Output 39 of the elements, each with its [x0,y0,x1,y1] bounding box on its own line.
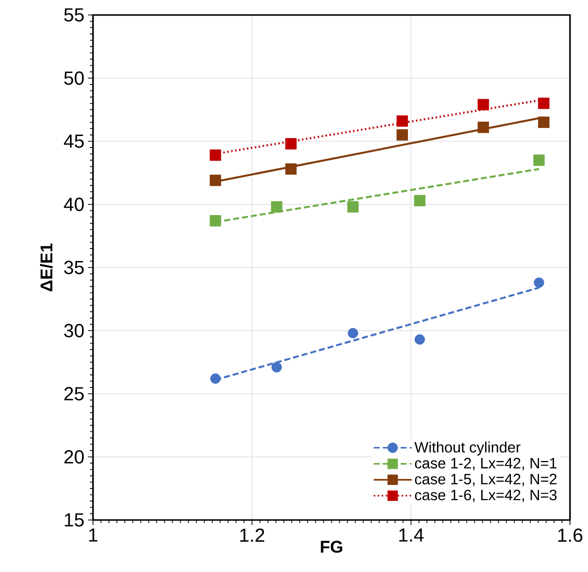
y-tick-label: 45 [64,134,84,148]
point [210,215,222,226]
x-tick-label: 1.2 [240,528,264,542]
x-axis-title: FG [320,540,342,553]
point [414,334,425,345]
point [396,129,408,141]
x-tick-label: 1 [89,528,98,542]
point [478,98,490,110]
y-tick-label: 15 [64,513,84,527]
point [347,201,359,213]
point [538,98,550,110]
point [396,115,408,127]
point [534,277,544,288]
y-tick-label: 55 [64,8,84,22]
x-tick-label: 1.6 [558,528,582,542]
point [271,362,282,372]
point [533,154,545,166]
y-tick-label: 25 [64,387,84,400]
legend-label: case 1-2, Lx=42, N=1 [415,458,557,470]
legend-label: case 1-6, Lx=42, N=3 [415,490,557,502]
point [348,328,358,338]
y-tick-label: 50 [64,71,84,85]
y-tick-label: 30 [64,324,84,338]
point [210,373,221,384]
y-tick-label: 40 [64,198,84,212]
point [210,174,222,186]
point [270,201,282,213]
legend-label: case 1-5, Lx=42, N=2 [415,474,557,486]
point [285,163,297,175]
point [414,194,426,206]
y-axis-title: ΔE/E1 [40,244,53,292]
y-tick-label: 35 [64,260,84,274]
point [210,149,222,161]
point [538,116,550,128]
point [285,138,297,150]
point [478,122,490,134]
legend-label: Without cylinder [414,442,520,456]
x-tick-label: 1.4 [399,528,424,542]
y-tick-label: 20 [64,450,84,464]
